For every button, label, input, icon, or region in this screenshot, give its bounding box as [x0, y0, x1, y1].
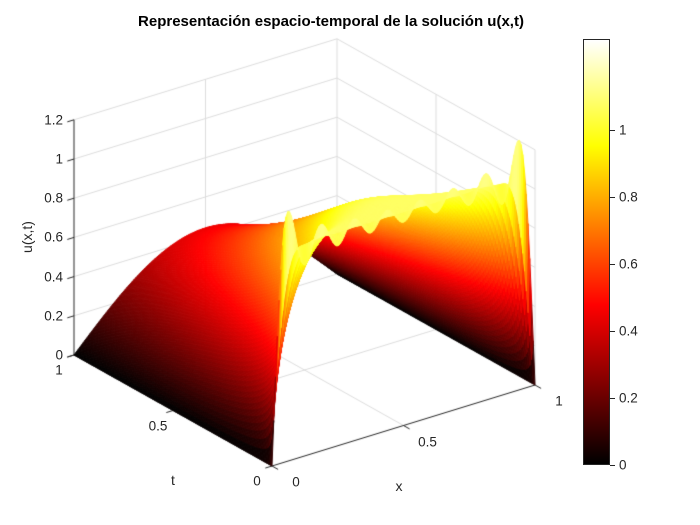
z-axis-tick-label: 0.6: [44, 229, 63, 245]
colorbar-gradient: [584, 40, 609, 464]
t-axis-tick-label: 0: [253, 473, 261, 489]
colorbar-tick-label: 0.8: [619, 189, 638, 205]
z-axis-tick-label: 0.8: [44, 190, 63, 206]
colorbar-tick-mark: [610, 398, 615, 399]
colorbar-tick-mark: [610, 197, 615, 198]
colorbar-tick-mark: [610, 331, 615, 332]
z-axis-tick-label: 1.2: [44, 112, 63, 128]
colorbar-tick-label: 1: [619, 122, 627, 138]
colorbar-tick-label: 0.6: [619, 256, 638, 272]
colorbar-tick-mark: [610, 130, 615, 131]
colorbar-tick-mark: [610, 465, 615, 466]
t-axis-tick-label: 0.5: [148, 418, 168, 433]
z-axis-tick-label: 0.4: [44, 269, 63, 285]
x-axis-tick-label: 0: [292, 474, 300, 490]
x-axis-tick-label: 0.5: [418, 434, 437, 449]
x-axis-tick-label: 1: [555, 393, 563, 409]
x-axis-label: x: [395, 478, 403, 494]
z-axis-tick-label: 0: [55, 347, 63, 363]
colorbar-tick-label: 0.2: [619, 390, 638, 406]
t-axis-label: t: [171, 472, 175, 488]
z-axis-tick-label: 0.2: [44, 308, 63, 324]
colorbar-tick-label: 0: [619, 457, 627, 473]
colorbar: [583, 39, 610, 465]
t-axis-tick-label: 1: [55, 362, 63, 378]
z-axis-label: u(x,t): [19, 221, 35, 253]
plot-title: Representación espacio-temporal de la so…: [138, 13, 524, 30]
colorbar-tick-label: 0.4: [619, 323, 638, 339]
z-axis-tick-label: 1: [55, 151, 63, 167]
colorbar-tick-mark: [610, 264, 615, 265]
